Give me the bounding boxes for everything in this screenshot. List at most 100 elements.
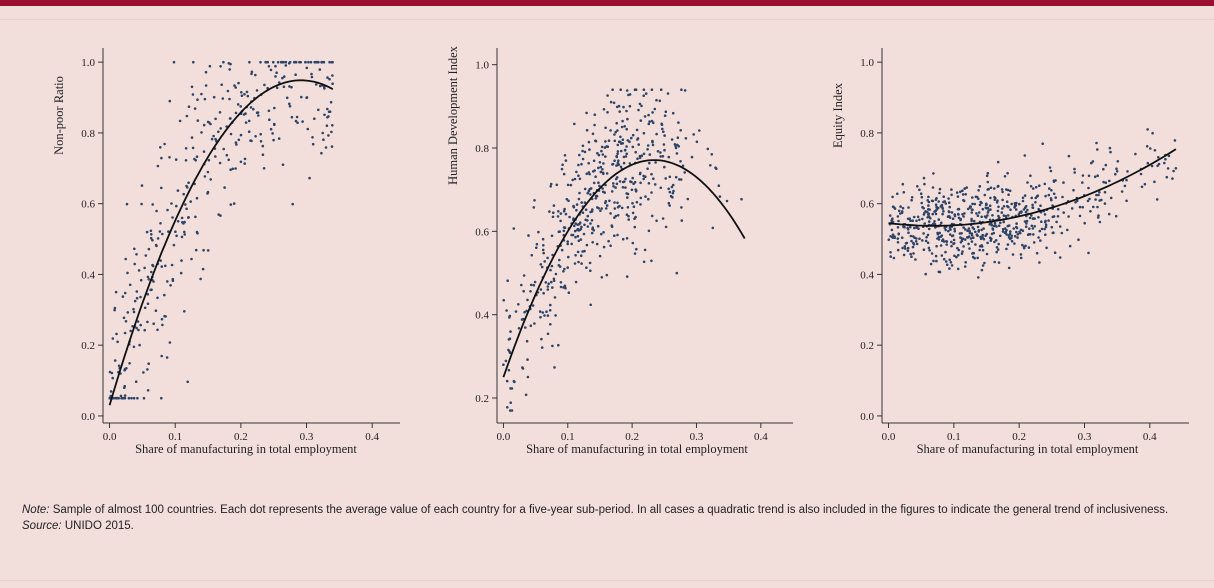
- data-point: [896, 192, 899, 196]
- data-point: [1087, 251, 1090, 255]
- data-point: [120, 396, 124, 400]
- data-point: [507, 368, 511, 372]
- data-point: [740, 197, 743, 201]
- data-point: [646, 167, 649, 170]
- data-point: [679, 160, 682, 163]
- data-point: [175, 204, 178, 208]
- data-point: [616, 152, 619, 156]
- data-point: [1143, 182, 1147, 186]
- data-point: [601, 168, 604, 171]
- data-point: [610, 190, 614, 193]
- data-point: [275, 86, 279, 90]
- data-point: [1044, 233, 1047, 236]
- data-point: [1016, 232, 1020, 236]
- data-point: [913, 226, 916, 230]
- data-point: [311, 142, 315, 146]
- data-point: [1088, 197, 1091, 201]
- data-point: [163, 142, 166, 146]
- data-point: [272, 60, 275, 64]
- data-point: [1018, 230, 1021, 234]
- data-point: [993, 260, 996, 264]
- data-point: [606, 111, 609, 114]
- data-point: [541, 311, 545, 314]
- data-point: [187, 216, 190, 219]
- data-point: [643, 115, 647, 118]
- data-point: [677, 121, 680, 124]
- data-point: [1001, 198, 1004, 202]
- scatter-points: [887, 128, 1178, 279]
- data-point: [604, 126, 607, 130]
- data-point: [168, 156, 171, 159]
- data-point: [594, 139, 598, 143]
- data-point: [147, 247, 151, 251]
- data-point: [573, 262, 577, 265]
- data-point: [890, 228, 894, 232]
- data-point: [284, 64, 288, 67]
- data-point: [605, 273, 609, 277]
- data-point: [897, 209, 901, 213]
- data-point: [1095, 193, 1098, 197]
- data-point: [583, 187, 587, 191]
- data-point: [551, 215, 555, 219]
- data-point: [1140, 185, 1144, 189]
- data-point: [698, 129, 701, 132]
- data-point: [132, 345, 136, 349]
- data-point: [647, 122, 651, 126]
- data-point: [138, 343, 141, 347]
- data-point: [540, 346, 544, 349]
- data-point: [543, 260, 546, 263]
- data-point: [642, 94, 645, 97]
- data-point: [510, 409, 514, 412]
- data-point: [944, 250, 947, 254]
- data-point: [546, 314, 550, 317]
- data-point: [160, 186, 163, 190]
- data-point: [639, 119, 643, 122]
- data-point: [237, 138, 241, 142]
- x-tick-label: 0.1: [947, 431, 961, 443]
- data-point: [960, 239, 964, 243]
- data-point: [207, 158, 211, 162]
- data-point: [585, 172, 588, 176]
- data-point: [605, 172, 609, 175]
- data-point: [546, 288, 550, 291]
- data-point: [1015, 222, 1018, 225]
- data-point: [957, 253, 960, 257]
- data-point: [662, 143, 666, 146]
- data-point: [599, 170, 603, 174]
- data-point: [941, 238, 945, 241]
- data-point: [542, 291, 545, 295]
- data-point: [978, 203, 982, 207]
- data-point: [928, 249, 931, 252]
- data-point: [1024, 244, 1027, 248]
- data-point: [1035, 251, 1039, 255]
- data-point: [1005, 233, 1008, 236]
- y-tick-label: 0.8: [860, 128, 874, 140]
- data-point: [651, 111, 654, 114]
- data-point: [506, 279, 509, 282]
- data-point: [934, 254, 938, 258]
- data-point: [614, 130, 617, 134]
- data-point: [182, 192, 185, 196]
- data-point: [291, 202, 295, 206]
- data-point: [310, 72, 313, 76]
- data-point: [650, 191, 653, 194]
- data-point: [242, 113, 246, 116]
- scatter-points: [502, 88, 743, 412]
- data-point: [129, 329, 132, 333]
- data-point: [178, 119, 182, 123]
- data-point: [290, 115, 294, 119]
- data-point: [226, 89, 230, 93]
- data-point: [546, 285, 550, 288]
- data-point: [282, 85, 286, 88]
- data-point: [666, 92, 670, 95]
- data-point: [294, 73, 297, 76]
- data-point: [295, 115, 299, 119]
- data-point: [1028, 216, 1032, 220]
- y-axis-title: Equity Index: [831, 82, 845, 148]
- data-point: [941, 207, 944, 210]
- data-point: [508, 316, 511, 319]
- data-point: [183, 310, 186, 313]
- data-point: [175, 234, 178, 238]
- data-point: [130, 396, 133, 400]
- data-point: [206, 170, 210, 174]
